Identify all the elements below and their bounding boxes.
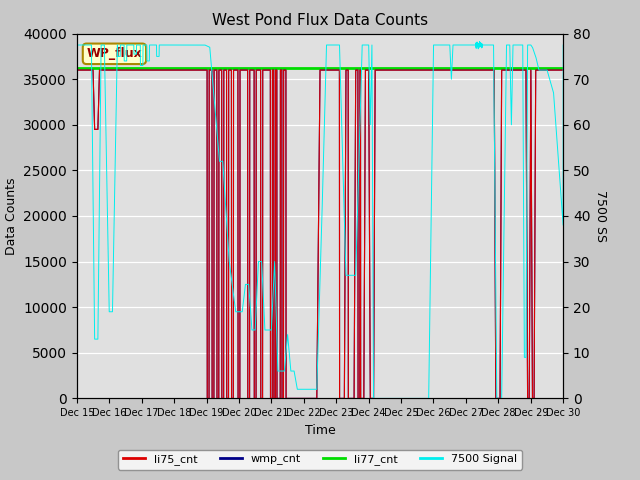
Y-axis label: 7500 SS: 7500 SS (594, 190, 607, 242)
X-axis label: Time: Time (305, 424, 335, 437)
Title: West Pond Flux Data Counts: West Pond Flux Data Counts (212, 13, 428, 28)
Text: WP_flux: WP_flux (86, 48, 142, 60)
Legend: li75_cnt, wmp_cnt, li77_cnt, 7500 Signal: li75_cnt, wmp_cnt, li77_cnt, 7500 Signal (118, 450, 522, 469)
Y-axis label: Data Counts: Data Counts (4, 177, 18, 255)
